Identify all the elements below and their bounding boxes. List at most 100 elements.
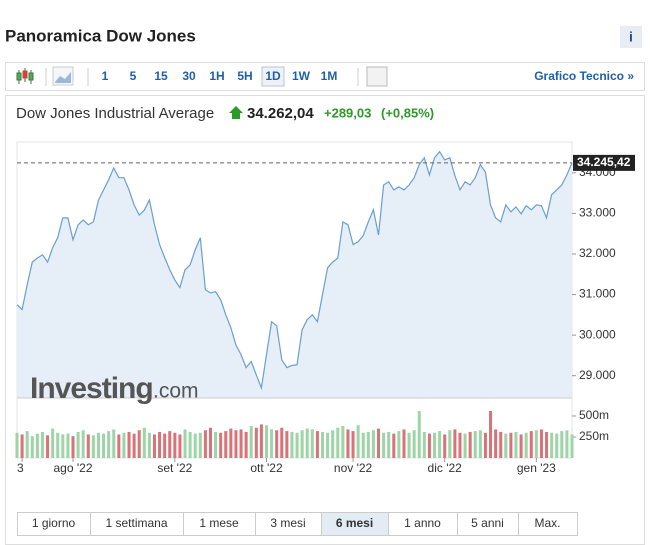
x-tick-label: dic '22 — [428, 461, 463, 475]
volume-bar — [417, 410, 421, 458]
technical-link[interactable]: Grafico Tecnico » — [534, 69, 634, 83]
volume-bar — [270, 429, 274, 458]
volume-bar — [264, 425, 269, 458]
candle-icon[interactable] — [16, 68, 34, 84]
volume-bar — [81, 430, 85, 458]
volume-bar — [453, 429, 457, 458]
volume-bar — [117, 434, 121, 458]
volume-bar — [473, 431, 477, 458]
interval-button[interactable]: 5 — [130, 69, 137, 83]
interval-button[interactable]: 1M — [321, 69, 338, 83]
volume-bar — [422, 431, 426, 458]
price-area — [17, 151, 572, 398]
volume-bar — [203, 430, 207, 458]
volume-bar — [550, 432, 554, 458]
volume-bar — [142, 427, 146, 458]
volume-bar — [229, 428, 233, 458]
volume-bar — [107, 431, 111, 458]
x-tick-label: set '22 — [157, 461, 192, 475]
volume-bar — [280, 427, 284, 458]
interval-button[interactable]: 1D — [265, 69, 281, 83]
volume-bar — [86, 434, 90, 458]
last-price-box — [573, 154, 635, 171]
x-tick-label: nov '22 — [334, 461, 373, 475]
volume-bar — [351, 431, 355, 458]
interval-button[interactable]: 30 — [182, 69, 196, 83]
volume-bar — [494, 429, 498, 458]
volume-bar — [539, 429, 543, 458]
x-tick-label: gen '23 — [517, 461, 556, 475]
volume-tick-label: 500m — [579, 408, 609, 422]
volume-bar — [427, 433, 431, 458]
volume-bar — [499, 431, 503, 458]
area-icon[interactable] — [52, 66, 74, 86]
info-icon: i — [629, 29, 633, 45]
y-tick-label: 29.000 — [579, 368, 616, 382]
toolbar — [5, 62, 645, 91]
volume-bar — [371, 430, 375, 458]
volume-bar — [137, 430, 141, 458]
quote-change: +289,03 — [324, 105, 371, 120]
volume-bar — [275, 430, 279, 458]
table-icon[interactable] — [366, 66, 388, 87]
x-tick-label: ago '22 — [54, 461, 93, 475]
volume-bar — [198, 432, 202, 458]
volume-bar — [295, 432, 299, 458]
volume-bar — [570, 434, 574, 458]
interval-button[interactable]: 1H — [209, 69, 224, 83]
volume-bar — [76, 431, 80, 458]
volume-bar — [244, 431, 248, 458]
volume-bar — [40, 431, 44, 458]
volume-bar — [112, 429, 116, 458]
volume-bar — [448, 430, 452, 458]
volume-bar — [366, 431, 370, 458]
volume-bar — [331, 430, 335, 458]
volume-bar — [300, 430, 304, 458]
quote-price: 34.262,04 — [247, 105, 314, 122]
volume-bar — [214, 431, 218, 458]
volume-bar — [320, 431, 325, 458]
volume-bar — [30, 436, 34, 458]
volume-bar — [489, 410, 493, 458]
info-button[interactable] — [620, 26, 642, 48]
interval-button[interactable]: 5H — [237, 69, 252, 83]
volume-bar — [412, 430, 416, 458]
interval-button[interactable]: 1 — [102, 69, 109, 83]
volume-bar — [402, 429, 406, 458]
volume-bar — [514, 431, 518, 458]
volume-bar — [91, 435, 95, 458]
range-label: 5 anni — [471, 516, 504, 530]
range-button[interactable] — [518, 512, 578, 536]
volume-bar — [132, 433, 136, 458]
volume-bar — [61, 434, 65, 458]
volume-bar — [463, 433, 467, 458]
volume-bar — [519, 434, 523, 458]
volume-bar — [122, 432, 126, 458]
volume-bar — [341, 426, 345, 458]
volume-bar — [259, 424, 263, 458]
volume-bar — [152, 434, 156, 458]
volume-bar — [438, 431, 442, 458]
volume-bar — [20, 434, 24, 458]
volume-bar — [443, 434, 447, 458]
volume-bar — [234, 430, 238, 458]
volume-bar — [433, 432, 437, 458]
volume-bar — [173, 432, 177, 458]
interval-button[interactable]: 1W — [292, 69, 311, 83]
range-label: 1 anno — [404, 516, 441, 530]
volume-bar — [560, 431, 564, 458]
interval-button[interactable]: 15 — [154, 69, 168, 83]
volume-bar — [565, 430, 569, 458]
volume-bar — [219, 432, 223, 458]
range-label: 1 settimana — [105, 516, 167, 530]
volume-bar — [66, 433, 70, 458]
volume-bar — [504, 433, 508, 458]
quote-percent: (+0,85%) — [381, 105, 434, 120]
volume-bar — [224, 431, 228, 458]
volume-bar — [377, 428, 381, 458]
up-arrow — [229, 106, 243, 119]
volume-bar — [407, 432, 411, 458]
volume-bar — [529, 431, 533, 458]
last-price-label: 34.245,42 — [577, 155, 631, 169]
